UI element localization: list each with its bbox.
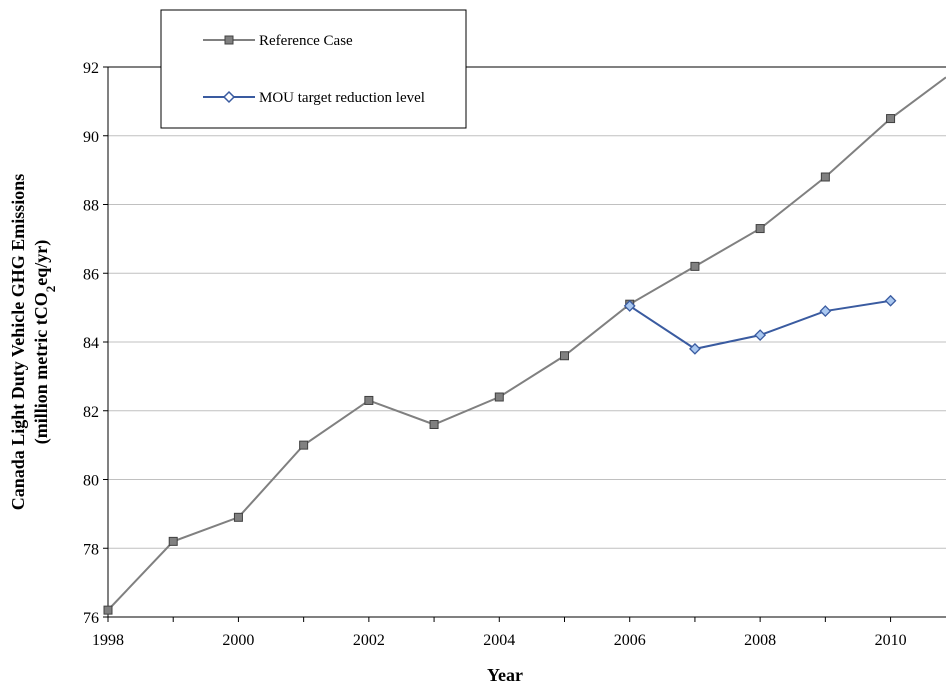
data-point: [494, 392, 504, 402]
legend-square-marker-icon: [224, 35, 234, 45]
y-tick-label-92: 92: [83, 60, 99, 77]
x-tick-label-2008: 2008: [744, 632, 776, 649]
series-mou-target: [623, 294, 897, 355]
y-tick-label-86: 86: [83, 266, 99, 283]
y-tick-label-76: 76: [83, 610, 99, 627]
data-point: [429, 420, 439, 429]
legend-label-mou-target: MOU target reduction level: [259, 90, 425, 106]
legend: Reference Case MOU target reduction leve…: [160, 9, 467, 129]
x-tick-label-2000: 2000: [222, 632, 254, 649]
data-point: [233, 512, 243, 522]
data-point: [103, 605, 113, 615]
data-point: [364, 395, 374, 405]
y-tick-label-84: 84: [83, 335, 99, 352]
data-point: [886, 114, 896, 124]
legend-box: [160, 9, 467, 129]
y-tick-label-82: 82: [83, 404, 99, 421]
tick-labels: 76 78 80 82 84 86 88 90 92 1998 2000 2002 2004 2006 20…: [83, 60, 907, 649]
x-axis-title: Year: [487, 665, 523, 684]
legend-item-reference-case: Reference Case: [203, 33, 353, 49]
data-point: [689, 342, 701, 355]
y-axis-title-unit-pre: (million metric tCO: [31, 292, 52, 444]
y-axis-title: Canada Light Duty Vehicle GHG Emissions …: [8, 174, 58, 511]
y-tick-label-90: 90: [83, 129, 99, 146]
y-tick-label-80: 80: [83, 473, 99, 490]
series-line: [107, 76, 946, 611]
y-axis-title-line2: (million metric tCO2eq/yr): [31, 240, 58, 444]
legend-diamond-marker-icon: [222, 90, 236, 104]
data-point: [754, 329, 767, 342]
data-point: [755, 224, 765, 234]
y-axis-title-unit-post: eq/yr): [31, 240, 52, 286]
series-reference-case: [103, 76, 946, 615]
legend-label-reference-case: Reference Case: [259, 33, 353, 49]
x-tick-label-1998: 1998: [92, 632, 124, 649]
data-point: [820, 172, 830, 182]
data-point: [884, 294, 897, 307]
gridlines: [108, 66, 946, 549]
axes: [103, 66, 946, 622]
data-point: [559, 351, 569, 361]
series-layer: [103, 76, 946, 615]
y-axis-title-line1: Canada Light Duty Vehicle GHG Emissions: [8, 174, 28, 511]
y-tick-label-78: 78: [83, 541, 99, 558]
x-tick-label-2010: 2010: [875, 632, 907, 649]
x-tick-label-2002: 2002: [353, 632, 385, 649]
data-point: [299, 440, 309, 450]
y-tick-label-88: 88: [83, 198, 99, 215]
data-point: [623, 299, 636, 312]
legend-item-mou-target: MOU target reduction level: [203, 90, 425, 106]
data-point: [168, 536, 178, 546]
x-tick-label-2004: 2004: [483, 632, 515, 649]
data-point: [690, 261, 700, 271]
y-axis-title-unit-sub: 2: [43, 286, 58, 293]
x-tick-label-2006: 2006: [614, 632, 646, 649]
data-point: [819, 305, 832, 317]
